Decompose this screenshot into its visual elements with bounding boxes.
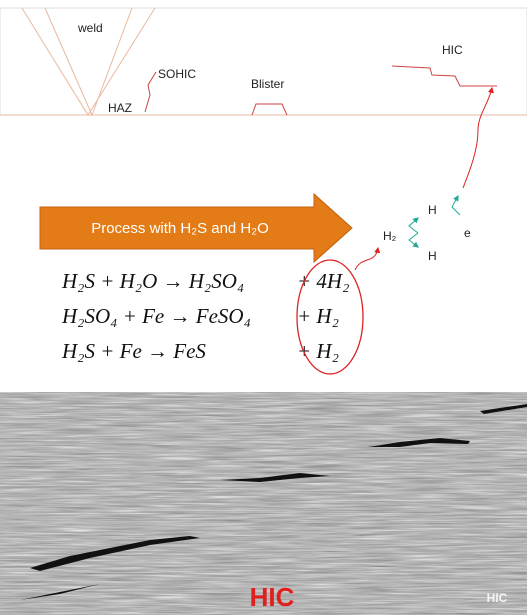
equation-left: H₂S + H₂O → H₂SO₄: [61, 269, 244, 293]
species: H: [428, 203, 437, 217]
equation-right: + H₂: [297, 304, 339, 328]
plate: [0, 7, 527, 116]
weld-groove: [21, 7, 156, 117]
species: e: [464, 226, 471, 240]
flow-arrow: [354, 246, 381, 271]
hic-crack: [391, 65, 497, 87]
process-arrow: [39, 192, 353, 264]
equation-left: H₂S + Fe → FeS: [61, 339, 206, 363]
micrograph-texture: [0, 392, 527, 615]
micrograph-corner-label: HIC: [487, 591, 508, 605]
label: HIC: [442, 43, 463, 57]
label: Blister: [251, 77, 284, 91]
equation-left: H₂SO₄ + Fe → FeSO₄: [61, 304, 251, 328]
equations: H₂S + H₂O → H₂SO₄ + 4H₂ H₂SO₄ + Fe → FeSO₄…: [61, 269, 349, 363]
blister: [251, 103, 288, 116]
label: SOHIC: [158, 67, 196, 81]
electron-arrow: [451, 194, 461, 216]
hydrogen-ellipse: [296, 259, 364, 375]
species: H₂: [383, 229, 397, 243]
sohic-crack: [144, 71, 157, 113]
label: HAZ: [108, 101, 132, 115]
split-arrow: [408, 232, 419, 248]
species: H: [428, 249, 437, 263]
equation-right: + 4H₂: [297, 269, 349, 293]
cracks: [20, 404, 527, 600]
flow-arrow: [462, 86, 494, 189]
micrograph-label: HIC: [250, 582, 295, 612]
label: weld: [77, 21, 103, 35]
split-arrow: [408, 217, 419, 234]
arrow-text: Process with H₂S and H₂O: [91, 220, 269, 237]
